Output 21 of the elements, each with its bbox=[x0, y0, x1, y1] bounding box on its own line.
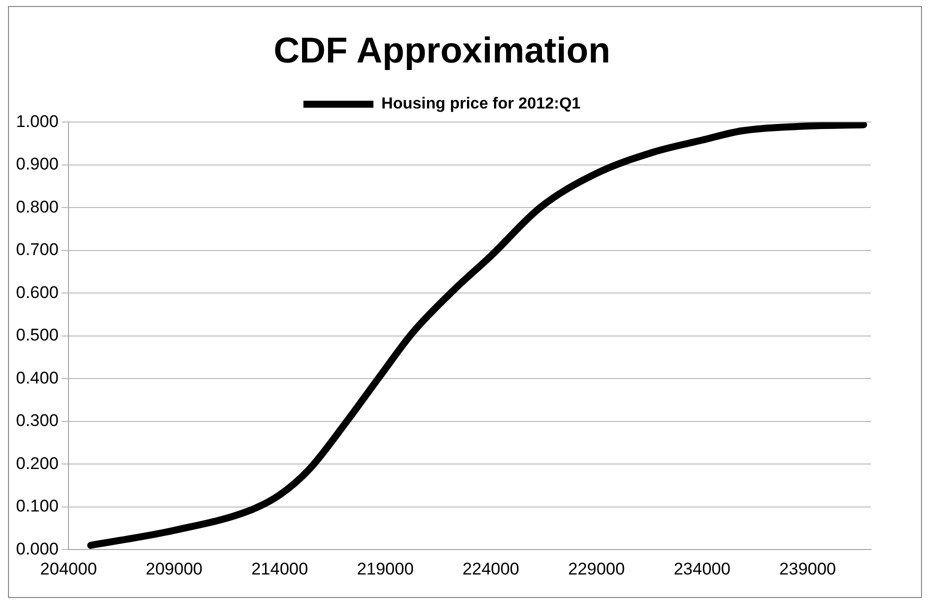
y-tick-label: 0.900 bbox=[16, 154, 59, 174]
y-tick-label: 0.500 bbox=[16, 326, 59, 345]
x-tick-label: 219000 bbox=[356, 559, 414, 578]
x-tick-label: 234000 bbox=[674, 559, 730, 578]
x-tick-label: 214000 bbox=[251, 559, 308, 578]
y-tick-label: 0.100 bbox=[16, 496, 59, 516]
y-tick-label: 0.700 bbox=[16, 240, 59, 260]
legend-label: Housing price for 2012:Q1 bbox=[381, 96, 581, 113]
y-tick-label: 0.200 bbox=[16, 454, 59, 473]
x-tick-label: 209000 bbox=[146, 559, 202, 578]
y-tick-label: 0.600 bbox=[16, 282, 59, 302]
x-tick-label: 229000 bbox=[568, 559, 625, 578]
y-tick-label: 0.800 bbox=[16, 197, 59, 216]
y-tick-label: 0.400 bbox=[16, 368, 59, 388]
x-tick-label: 204000 bbox=[40, 559, 97, 578]
y-tick-label: 1.000 bbox=[16, 112, 59, 131]
y-tick-label: 0.300 bbox=[16, 411, 59, 430]
chart-title: CDF Approximation bbox=[274, 30, 610, 71]
x-tick-label: 224000 bbox=[462, 559, 520, 578]
x-tick-label: 239000 bbox=[779, 559, 836, 578]
y-tick-label: 0.000 bbox=[16, 539, 59, 558]
